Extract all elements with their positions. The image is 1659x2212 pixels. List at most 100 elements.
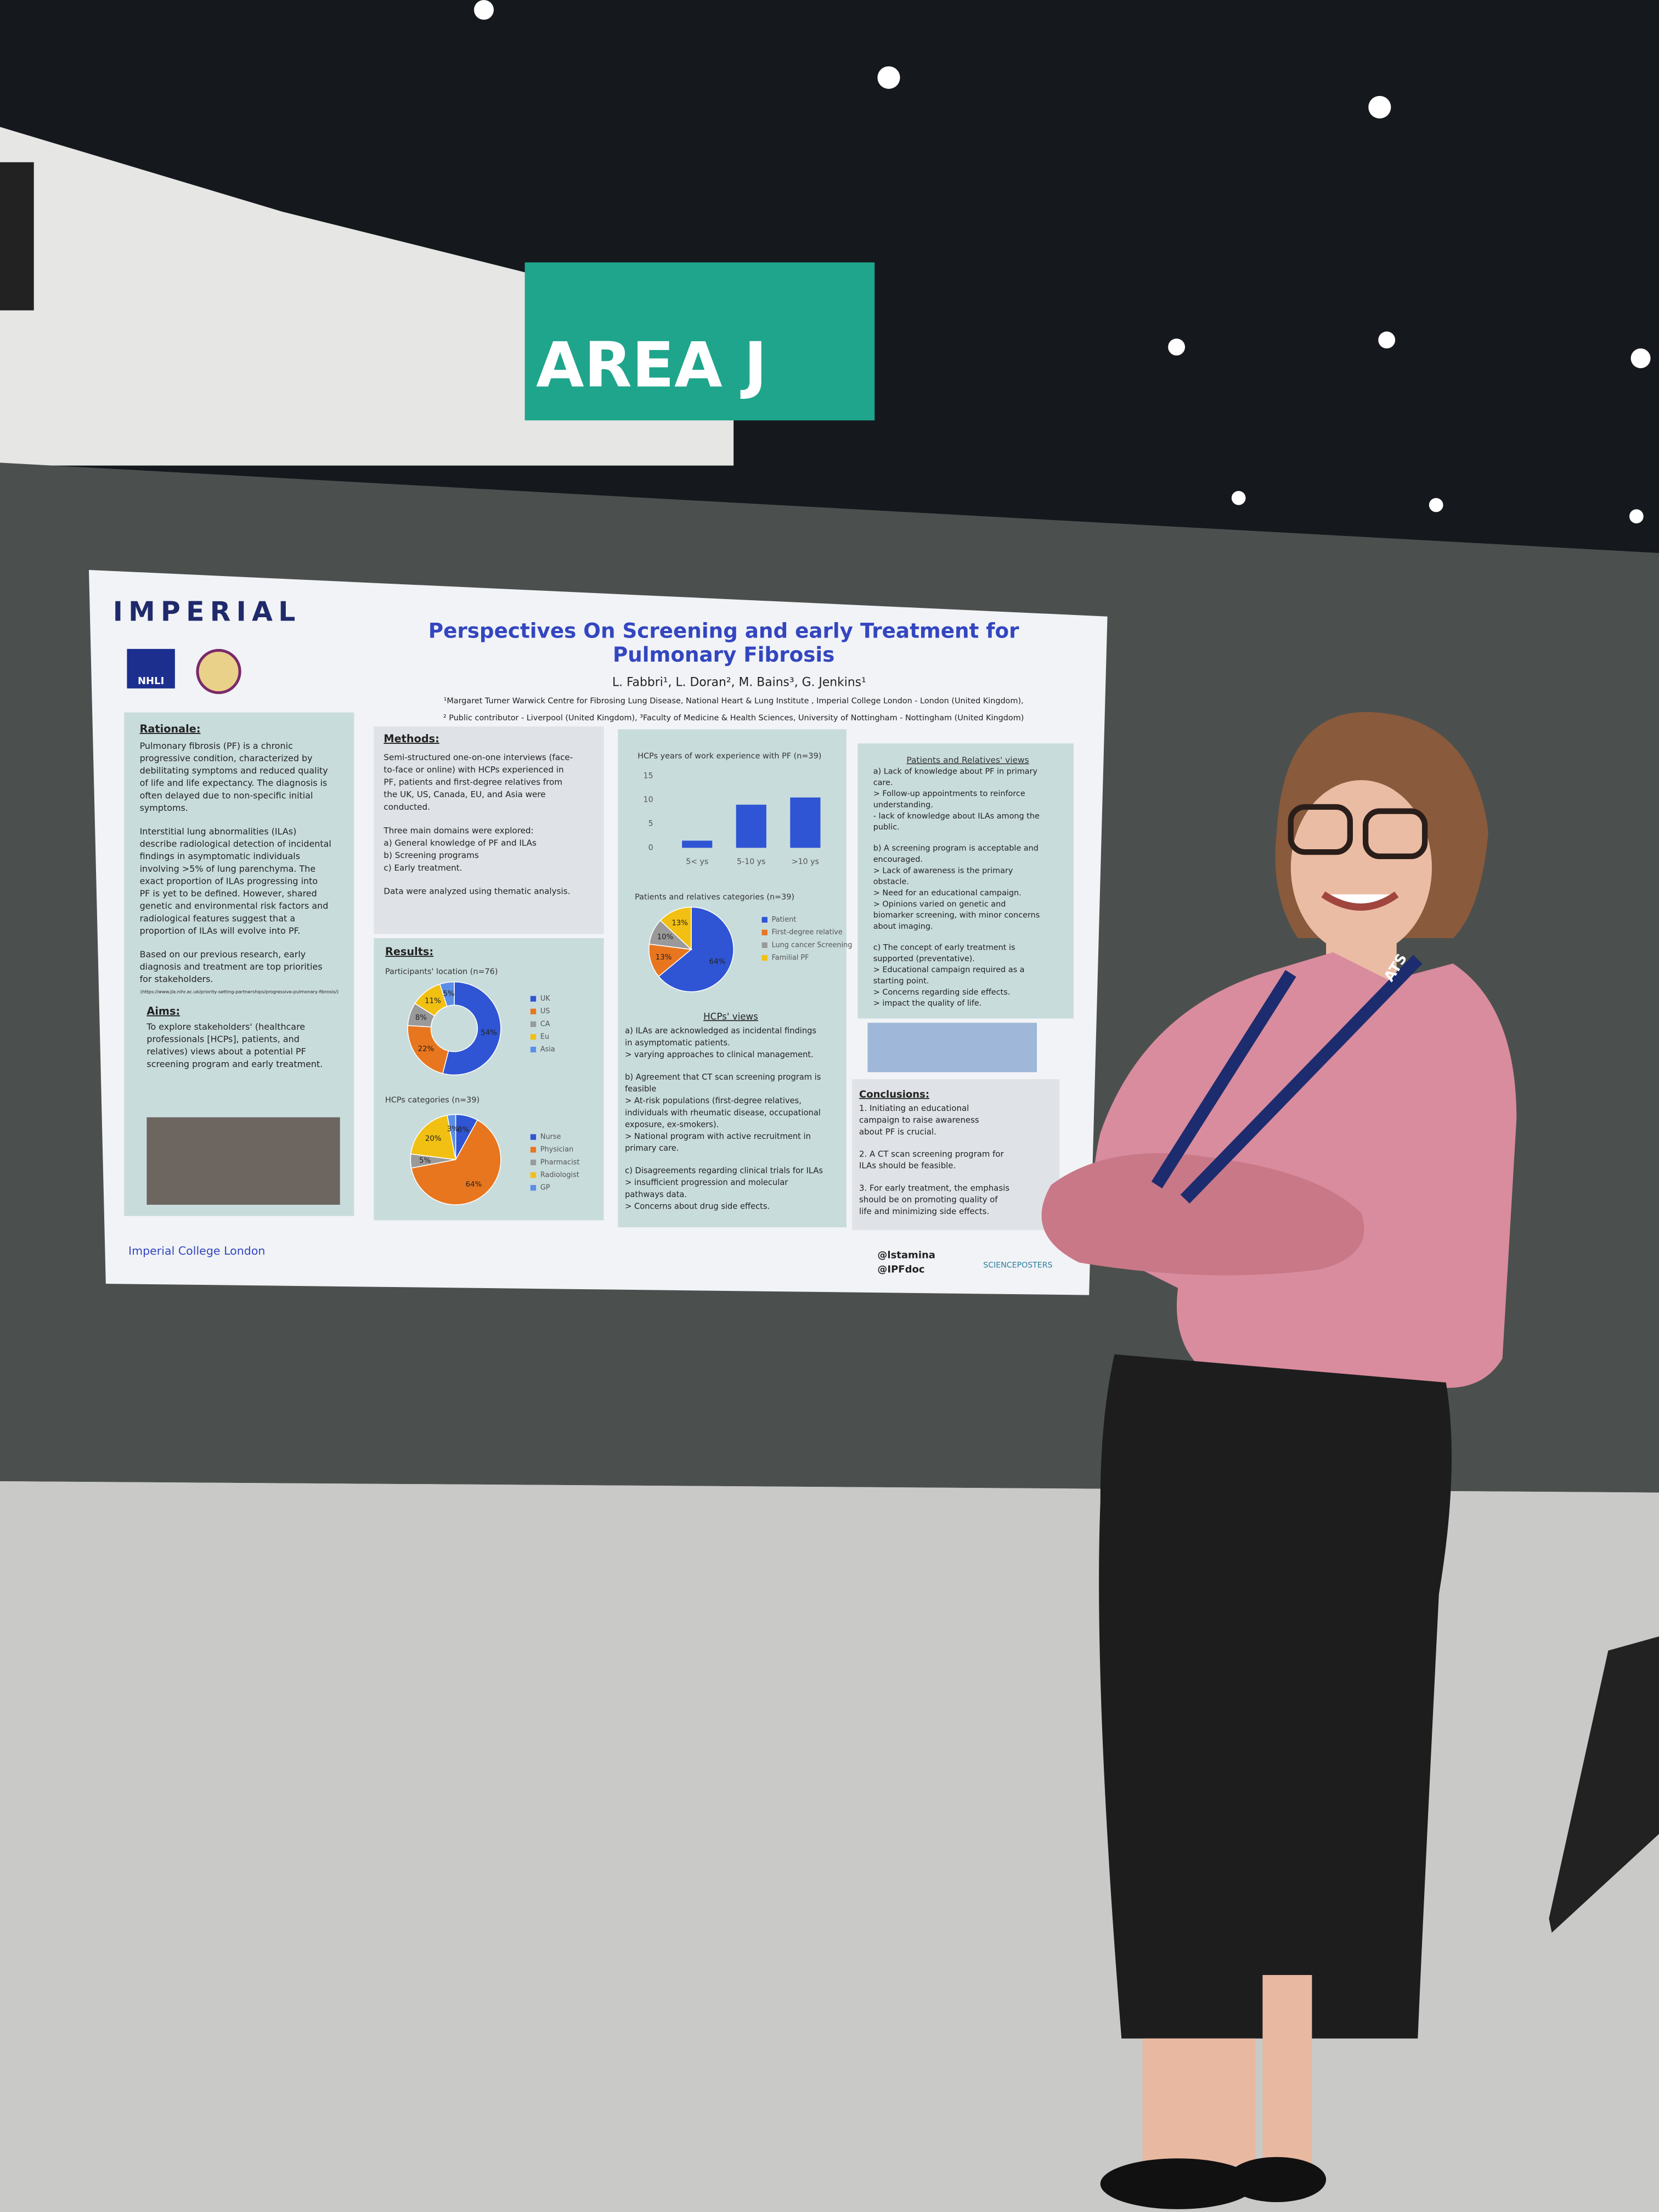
legend-label: Familial PF bbox=[772, 954, 809, 962]
conclusion-line: 2. A CT scan screening program for bbox=[859, 1149, 1005, 1159]
body-line: PF, patients and first-degree relatives … bbox=[383, 777, 562, 787]
legend-label: Nurse bbox=[540, 1133, 561, 1141]
legend-swatch bbox=[530, 1159, 537, 1165]
body-line: pathways data. bbox=[625, 1190, 687, 1199]
x-tick-label: 5< ys bbox=[686, 857, 708, 866]
body-line: Pulmonary fibrosis (PF) is a chronic bbox=[140, 741, 293, 751]
legend-swatch bbox=[530, 1172, 537, 1178]
legend-label: UK bbox=[540, 995, 550, 1003]
body-line: public. bbox=[873, 823, 900, 832]
body-line: starting point. bbox=[873, 977, 929, 985]
body-line: a) Lack of knowledge about PF in primary bbox=[873, 768, 1038, 776]
body-line: debilitating symptoms and reduced qualit… bbox=[140, 765, 328, 776]
handle: @IPFdoc bbox=[877, 1263, 924, 1275]
chart-title: Patients and relatives categories (n=39) bbox=[635, 893, 794, 901]
bar bbox=[790, 797, 821, 848]
legend-swatch bbox=[761, 955, 768, 961]
wall-screen bbox=[0, 162, 34, 311]
body-line: the UK, US, Canada, EU, and Asia were bbox=[383, 789, 545, 799]
heading: Results: bbox=[385, 945, 433, 958]
pie-slice bbox=[410, 1119, 501, 1205]
body-line: c) Disagreements regarding clinical tria… bbox=[625, 1166, 823, 1176]
legend-label: Lung cancer Screening bbox=[772, 941, 853, 949]
pie-slice bbox=[447, 1114, 456, 1160]
data-label: 8% bbox=[458, 1126, 469, 1135]
legend-label: Physician bbox=[540, 1146, 573, 1154]
heading: Conclusions: bbox=[859, 1088, 929, 1100]
body-line: involving >5% of lung parenchyma. The bbox=[140, 864, 316, 874]
patients-panel bbox=[857, 743, 1074, 1019]
legend-label: Eu bbox=[540, 1033, 549, 1041]
body-line: Three main domains were explored: bbox=[383, 826, 533, 836]
chart-title: HCPs categories (n=39) bbox=[385, 1096, 479, 1105]
body-line: > impact the quality of life. bbox=[873, 999, 982, 1008]
body-line: c) The concept of early treatment is bbox=[873, 944, 1015, 952]
heading: HCPs' views bbox=[703, 1011, 758, 1022]
body-line: understanding. bbox=[873, 801, 933, 810]
footer: Imperial College London bbox=[128, 1244, 265, 1257]
bar bbox=[736, 804, 766, 848]
body-line: radiological features suggest that a bbox=[140, 913, 296, 923]
body-line: Interstitial lung abnormalities (ILAs) bbox=[140, 826, 297, 837]
body-line: c) Early treatment. bbox=[383, 863, 462, 873]
heading: Methods: bbox=[383, 732, 439, 745]
y-tick-label: 5 bbox=[648, 820, 653, 828]
photo-thumbnail bbox=[146, 1117, 340, 1205]
ceiling-lights bbox=[474, 0, 1651, 523]
url: (https://www.jla.nihr.ac.uk/priority-set… bbox=[140, 989, 338, 995]
pie-slice bbox=[407, 1025, 449, 1074]
data-label: 5% bbox=[419, 1156, 431, 1165]
heading: Rationale: bbox=[140, 723, 201, 735]
body-line: a) General knowledge of PF and ILAs bbox=[383, 838, 537, 848]
handle: @lstamina bbox=[877, 1250, 935, 1261]
body-line: b) Screening programs bbox=[383, 850, 478, 860]
methods-panel bbox=[374, 726, 604, 934]
data-label: 3% bbox=[447, 1125, 459, 1133]
body-line: > Concerns regarding side effects. bbox=[873, 988, 1011, 997]
nhli-label: NHLI bbox=[138, 675, 164, 687]
body-line: about imaging. bbox=[873, 922, 933, 931]
pie-slice bbox=[659, 906, 692, 951]
body-line: genetic and environmental risk factors a… bbox=[140, 901, 329, 911]
pie-slice bbox=[410, 1114, 456, 1160]
body-line: biomarker screening, with minor concerns bbox=[873, 911, 1040, 920]
affiliation: ¹Margaret Turner Warwick Centre for Fibr… bbox=[444, 697, 1024, 706]
x-tick-label: 5-10 ys bbox=[737, 857, 765, 866]
conclusions-panel bbox=[852, 1079, 1060, 1231]
body-line: progressive condition, characterized by bbox=[140, 753, 313, 763]
body-line: > Lack of awareness is the primary bbox=[873, 866, 1013, 875]
data-label: 13% bbox=[656, 953, 672, 962]
body-line: > Concerns about drug side effects. bbox=[625, 1201, 770, 1211]
body-line: conducted. bbox=[383, 802, 430, 812]
conclusion-line: life and minimizing side effects. bbox=[859, 1206, 989, 1216]
person: ATS bbox=[1041, 712, 1517, 2209]
body-line: of life and life expectancy. The diagnos… bbox=[140, 778, 328, 788]
bar bbox=[682, 840, 713, 848]
legend-label: GP bbox=[540, 1184, 550, 1192]
data-label: 64% bbox=[709, 958, 726, 966]
logo: IMPERIAL bbox=[113, 596, 301, 628]
chart-title: HCPs years of work experience with PF (n… bbox=[637, 752, 821, 760]
y-tick-label: 10 bbox=[644, 795, 653, 804]
body-line: Data were analyzed using thematic analys… bbox=[383, 887, 570, 896]
conclusion-line: ILAs should be feasible. bbox=[859, 1161, 956, 1171]
data-label: 20% bbox=[425, 1135, 442, 1143]
heading: Aims: bbox=[146, 1005, 180, 1018]
x-tick-label: >10 ys bbox=[792, 857, 819, 866]
body-line: encouraged. bbox=[873, 855, 923, 864]
body-line: b) A screening program is acceptable and bbox=[873, 844, 1039, 853]
area-sign bbox=[524, 262, 875, 421]
data-label: 13% bbox=[672, 919, 688, 927]
sign-text: AREA J bbox=[536, 329, 767, 401]
pie-slice bbox=[648, 944, 692, 977]
legend-swatch bbox=[530, 1021, 537, 1027]
body-line: individuals with rheumatic disease, occu… bbox=[625, 1108, 821, 1118]
chart-title: Participants' location (n=76) bbox=[385, 968, 498, 977]
legend-label: Pharmacist bbox=[540, 1158, 580, 1166]
icon-strip bbox=[867, 1023, 1037, 1073]
heading: Patients and Relatives' views bbox=[906, 755, 1029, 765]
body-line: To explore stakeholders' (healthcare bbox=[146, 1022, 305, 1032]
legend-swatch bbox=[530, 996, 537, 1002]
body-line: relatives) views about a potential PF bbox=[146, 1046, 306, 1057]
body-line: > National program with active recruitme… bbox=[625, 1132, 811, 1141]
